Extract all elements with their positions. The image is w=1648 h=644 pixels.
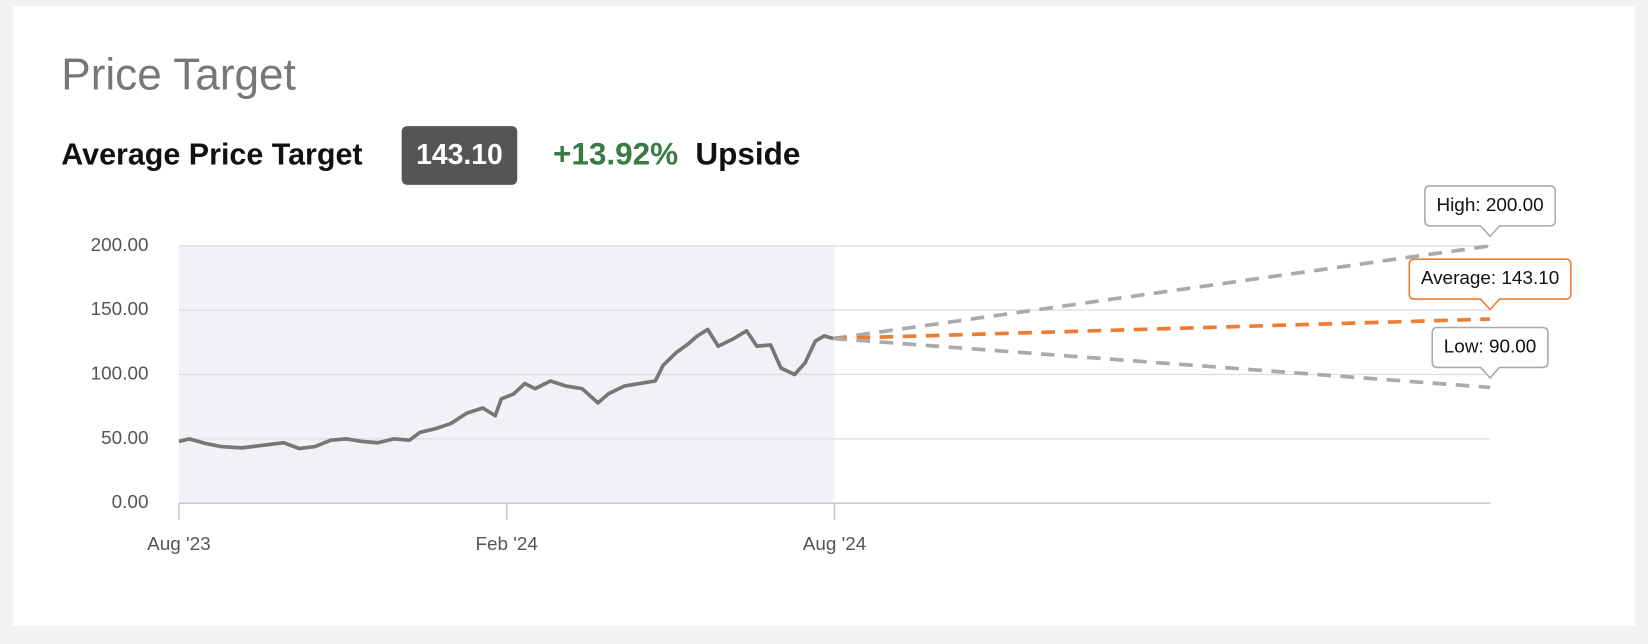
tooltip-box: [1408, 258, 1572, 311]
upside-label: Upside: [695, 136, 800, 172]
target-line: [833, 336, 1491, 390]
tooltip-label: Average: 143.10: [1421, 268, 1559, 289]
x-tick-label: Aug '23: [147, 534, 211, 555]
target-line: [833, 244, 1491, 341]
plot: 0.00 50.00 100.00 150.00 200.00 Aug '23 Feb '2…: [91, 185, 1572, 555]
target-line: [833, 317, 1491, 341]
y-tick-label: 200.00: [91, 235, 149, 256]
tooltip-label: Low: 90.00: [1444, 336, 1537, 357]
target-tooltip: Low: 90.00: [1431, 326, 1549, 380]
x-tick-label: Aug '24: [803, 534, 867, 555]
upside: +13.92% Upside: [553, 136, 800, 172]
y-tick-label: 50.00: [101, 428, 148, 449]
y-tick-label: 150.00: [91, 299, 149, 320]
title: Price Target: [61, 50, 296, 99]
average-label: Average Price Target: [61, 138, 362, 172]
target-tooltip: High: 200.00: [1424, 185, 1557, 238]
target-tooltip: Average: 143.10: [1408, 258, 1572, 311]
average-badge: [401, 126, 518, 185]
average-value: 143.10: [416, 139, 503, 171]
tooltip-box: [1431, 326, 1549, 380]
tooltip-label: High: 200.00: [1436, 195, 1543, 216]
upside-value: +13.92%: [553, 136, 678, 172]
tooltip-box: [1424, 185, 1557, 238]
x-tick-label: Feb '24: [475, 534, 537, 555]
y-tick-label: 100.00: [91, 364, 149, 385]
price-line: [178, 327, 834, 451]
y-tick-label: 0.00: [112, 492, 149, 513]
